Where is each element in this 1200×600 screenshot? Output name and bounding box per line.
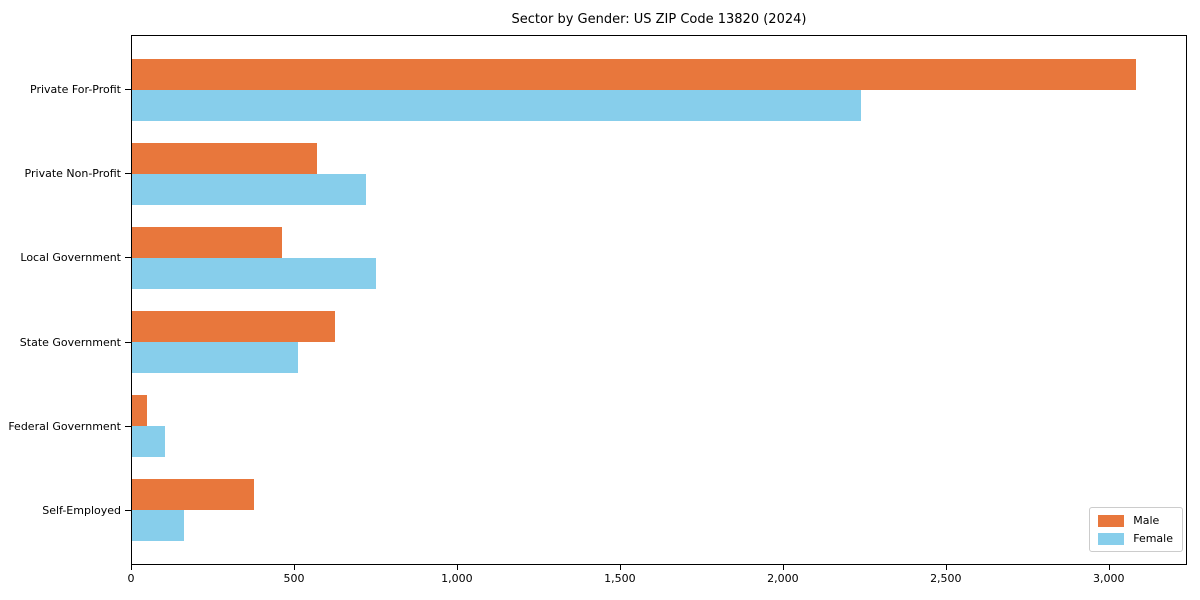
x-tick-label: 2,500 [930, 572, 962, 585]
x-tick-label: 1,000 [441, 572, 473, 585]
x-tick-label: 500 [283, 572, 305, 585]
y-category: Private For-Profit [0, 47, 131, 131]
category-label: Self-Employed [42, 504, 121, 518]
bar-group [132, 395, 1186, 457]
legend-label: Male [1133, 514, 1160, 527]
male-bar [132, 479, 254, 510]
y-axis: Private For-Profit Private Non-Profit Lo… [0, 35, 131, 565]
legend-item: Female [1098, 532, 1173, 545]
female-bar [132, 510, 185, 541]
category-label: Local Government [20, 251, 121, 265]
bar-group [132, 227, 1186, 289]
bar-group [132, 311, 1186, 373]
bar-row [132, 216, 1186, 300]
male-bar [132, 395, 147, 426]
x-axis: 0 500 1,000 1,500 2,000 2,500 3,000 [127, 565, 1187, 595]
legend-item: Male [1098, 514, 1173, 527]
x-tick-mark [945, 565, 947, 570]
female-bar [132, 90, 861, 121]
x-tick-mark [619, 565, 621, 570]
bar-group [132, 479, 1186, 541]
y-tick-mark [125, 425, 131, 427]
category-label: Federal Government [8, 419, 121, 433]
bar-row [132, 132, 1186, 216]
bar-row [132, 300, 1186, 384]
x-tick-mark [1108, 565, 1110, 570]
x-tick-mark [456, 565, 458, 570]
bar-group [132, 143, 1186, 205]
chart-title: Sector by Gender: US ZIP Code 13820 (202… [511, 12, 807, 27]
category-label: State Government [19, 335, 121, 349]
x-tick-mark [293, 565, 295, 570]
female-bar [132, 342, 298, 373]
bar-row [132, 48, 1186, 132]
y-tick-mark [125, 341, 131, 343]
legend: Male Female [1089, 507, 1183, 552]
female-bar [132, 426, 165, 457]
y-tick-mark [125, 510, 131, 512]
category-label: Private Non-Profit [24, 166, 121, 180]
legend-swatch-male [1098, 514, 1125, 527]
bar-group [132, 59, 1186, 121]
y-tick-mark [125, 172, 131, 174]
y-category: Local Government [0, 216, 131, 300]
x-tick-mark [131, 565, 132, 570]
male-bar [132, 311, 336, 342]
y-category: Private Non-Profit [0, 131, 131, 215]
x-tick-label: 2,000 [767, 572, 799, 585]
x-tick-mark [782, 565, 784, 570]
y-category: Self-Employed [0, 469, 131, 553]
plot-area: Male Female [131, 35, 1187, 565]
female-bar [132, 174, 367, 205]
legend-label: Female [1133, 532, 1173, 545]
x-tick-label: 3,000 [1093, 572, 1125, 585]
y-category: Federal Government [0, 384, 131, 468]
female-bar [132, 258, 376, 289]
bar-rows [132, 36, 1186, 564]
male-bar [132, 59, 1136, 90]
legend-swatch-female [1098, 532, 1125, 545]
x-tick-label: 1,500 [604, 572, 636, 585]
y-category: State Government [0, 300, 131, 384]
y-tick-mark [125, 88, 131, 90]
male-bar [132, 227, 282, 258]
y-tick-mark [125, 257, 131, 259]
x-tick-label: 0 [127, 572, 135, 585]
bar-row [132, 468, 1186, 552]
bar-row [132, 384, 1186, 468]
category-label: Private For-Profit [30, 82, 121, 96]
male-bar [132, 143, 318, 174]
